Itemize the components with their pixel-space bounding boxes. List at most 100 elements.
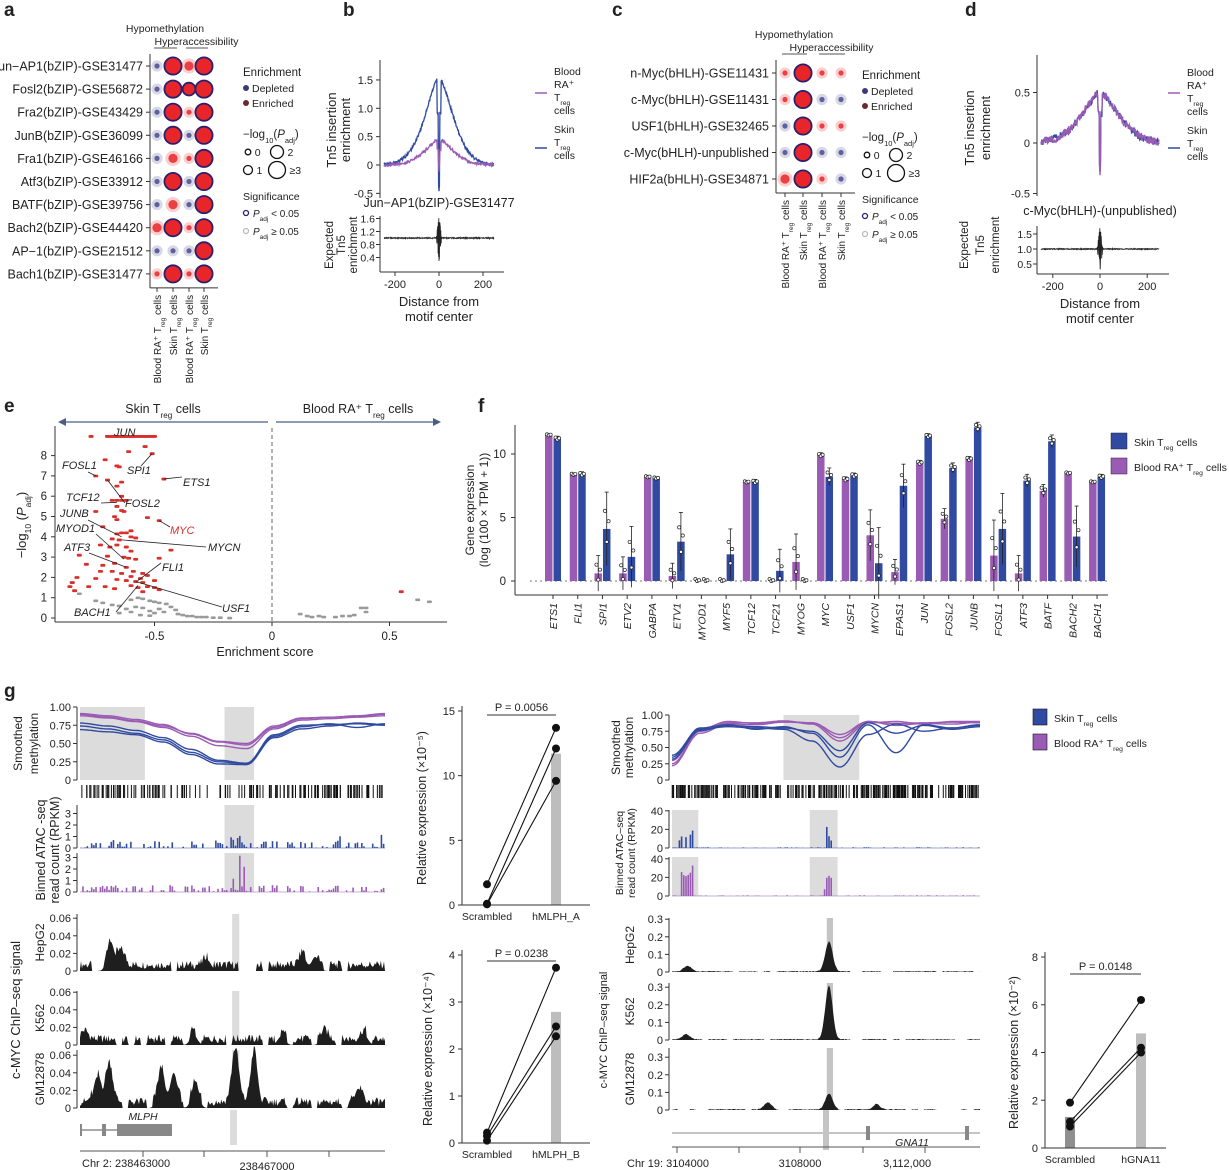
pair-line <box>486 748 557 904</box>
atac-bin-skin <box>249 843 252 848</box>
atac-bin-skin <box>271 841 274 848</box>
panel-label-f: f <box>478 396 485 417</box>
atac-bin-skin <box>230 837 232 848</box>
y-tick-label: 0.25 <box>50 757 71 769</box>
replicate-point <box>779 564 784 569</box>
atac-bin-blood <box>826 877 828 896</box>
atac-bin-blood <box>108 889 110 892</box>
atac-bin-blood <box>117 887 119 892</box>
point-significant <box>168 548 174 552</box>
y-tick-label: 0.04 <box>50 1068 71 1080</box>
chip-signal-gm12878 <box>80 1046 385 1108</box>
y-tick-label: 3 <box>65 809 71 821</box>
dot-nonsignificant <box>186 178 192 185</box>
y-tick-label: 8 <box>1032 952 1038 964</box>
replicate-point <box>581 471 586 476</box>
legend-nonsig-circle <box>242 227 250 235</box>
atac-bin-blood <box>95 886 97 892</box>
gene-label-ets1: ETS1 <box>183 477 211 489</box>
atac-bin-skin <box>680 836 683 848</box>
legend-size-label: 2 <box>907 150 913 162</box>
point-significant <box>114 532 120 536</box>
point-significant <box>130 570 136 573</box>
legend-label: cells <box>554 105 575 117</box>
label-leader-line <box>135 581 223 608</box>
legend-label: Treg <box>1187 138 1203 153</box>
dot-nonsignificant <box>782 70 788 76</box>
dot-nonsignificant <box>819 70 825 76</box>
category-label: BACH2 <box>1067 603 1079 638</box>
legend-label: RA⁺ <box>1187 80 1207 92</box>
atac-bin-blood <box>691 865 694 896</box>
point-nonsignificant <box>128 610 134 614</box>
atac-bin-blood <box>382 887 385 892</box>
point-significant <box>97 543 103 547</box>
point-significant <box>72 589 78 593</box>
dot-nonsignificant <box>154 202 160 208</box>
point-nonsignificant <box>347 614 353 618</box>
label-leader-line <box>88 552 127 568</box>
y-axis-label: Tn5 insertion <box>962 90 977 165</box>
atac-bin-skin <box>112 840 115 848</box>
y-tick-label: 0 <box>65 966 71 978</box>
profile-b: -0.500.51.01.5BloodRA⁺TregcellsSkinTregc… <box>324 60 581 324</box>
bar-skin <box>973 427 982 581</box>
legend-size-circle <box>242 164 254 176</box>
replicate-point <box>949 463 954 468</box>
gene-label-tcf12: TCF12 <box>66 492 100 504</box>
cell-line-label: GM12878 <box>33 1052 47 1105</box>
y-tick-label: 0 <box>657 843 663 855</box>
point-nonsignificant <box>340 614 345 618</box>
replicate-point <box>548 432 553 437</box>
y-tick-label: 40 <box>651 806 663 818</box>
atac-bin-skin <box>337 840 339 848</box>
atac-bin-skin <box>243 844 245 848</box>
dot-nonsignificant <box>838 70 844 76</box>
genome-tracks-right: 0 0.25 0.50 0.75 1.00 Smoothed methylation 0 20 4… <box>598 710 981 1170</box>
legend-size-circle <box>863 151 871 159</box>
dot-nonsignificant <box>819 123 825 129</box>
atac-bin-skin <box>689 834 692 848</box>
atac-bin-blood <box>121 890 123 892</box>
atac-bin-skin <box>361 843 363 848</box>
atac-bin-skin <box>202 843 204 848</box>
gene-exon <box>102 1124 106 1136</box>
gene-label-myc: MYC <box>170 525 195 537</box>
replicate-point <box>776 558 781 563</box>
chip-signal-hepg2 <box>80 938 385 971</box>
atac-bin-blood <box>810 895 813 896</box>
point-nonsignificant <box>161 610 167 614</box>
replicate-point <box>754 479 759 484</box>
gene-exon <box>965 1126 969 1140</box>
paired-plot-g_mlph_b: 0 1 2 3 4 P = 0.0238 Scrambled hMLPH_B Relative … <box>421 948 590 1161</box>
highlight-region <box>672 857 699 896</box>
atac-bin-skin <box>219 842 222 848</box>
replicate-point <box>951 467 955 472</box>
y-axis-label: Tn5 insertion <box>324 92 339 167</box>
x-tick-label: 0 <box>269 631 275 643</box>
atac-bin-blood <box>328 889 330 892</box>
motif-title: Jun−AP1(bZIP)-GSE31477 <box>363 196 514 210</box>
replicate-point <box>777 576 782 581</box>
replicate-point <box>977 424 982 429</box>
column-label: Skin Treg cells <box>169 295 183 355</box>
category-label: hMLPH_A <box>532 911 580 923</box>
y-tick-label: 0 <box>65 843 71 855</box>
atac-bin-skin <box>234 845 237 848</box>
atac-bin-skin <box>265 841 267 848</box>
point-nonsignificant <box>363 610 369 614</box>
highlight-region <box>232 991 240 1045</box>
replicate-point <box>598 567 603 572</box>
point-nonsignificant <box>140 606 146 610</box>
y-tick-label: 1 <box>449 1091 455 1103</box>
point-nonsignificant <box>133 605 139 609</box>
dot-nonsignificant <box>154 109 160 115</box>
legend-size-circle <box>267 160 287 180</box>
point-significant <box>156 556 162 560</box>
y-tick-label: 0.06 <box>50 1050 71 1062</box>
point-significant <box>114 543 120 547</box>
point-significant <box>126 450 132 454</box>
dot-nonsignificant <box>154 248 160 254</box>
y-tick-label: 0 <box>449 1138 455 1150</box>
